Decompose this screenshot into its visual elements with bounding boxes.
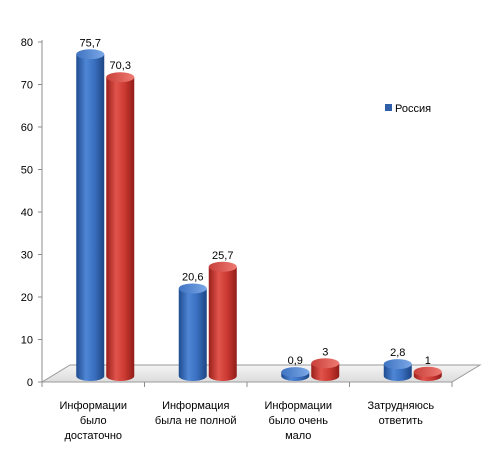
bar-top-blue-2 [281, 367, 310, 378]
labels-layer: 75,7 70,3 Информации было достаточно 20,6 25,7… [59, 37, 434, 442]
y-tick-label: 40 [21, 207, 33, 219]
y-tick-label: 60 [21, 122, 33, 134]
bar-blue-1 [178, 288, 207, 382]
bar-top-red-3 [413, 366, 442, 377]
chart-floor [40, 364, 482, 383]
y-tick-label: 10 [21, 335, 33, 347]
category-label-line: ответить [379, 415, 424, 427]
data-label: 3 [322, 346, 328, 358]
data-label: 75,7 [80, 37, 101, 49]
category-label-line: была не полной [155, 415, 237, 427]
legend: Россия [385, 103, 431, 115]
category-label-line: Информации [59, 400, 127, 412]
y-tick-label: 50 [21, 165, 33, 177]
y-tick-label: 70 [21, 80, 33, 92]
data-label: 25,7 [212, 250, 233, 262]
category-label: Затрудняюсь ответить [367, 400, 434, 427]
y-tick-label: 0 [27, 377, 33, 389]
bar-blue-0 [76, 54, 105, 382]
bar-top-red-0 [106, 72, 135, 83]
category-label-line: Затрудняюсь [367, 400, 434, 412]
bar-top-red-1 [208, 261, 237, 272]
category-label-line: мало [285, 430, 311, 442]
y-tick-label: 30 [21, 250, 33, 262]
category-label-line: было очень [269, 415, 329, 427]
category-label-line: Информация [162, 400, 229, 412]
data-label: 20,6 [182, 271, 203, 283]
category-label-line: достаточно [64, 430, 122, 442]
bar-top-red-2 [311, 358, 340, 369]
bar-red-0 [106, 77, 135, 382]
bars-layer [76, 49, 442, 382]
y-tick-label: 20 [21, 292, 33, 304]
data-label: 0,9 [288, 355, 303, 367]
bar-top-blue-1 [178, 283, 207, 294]
bar-red-1 [208, 266, 237, 382]
bar-top-blue-0 [76, 49, 105, 60]
bar-red-2 [311, 363, 340, 382]
data-label: 2,8 [390, 347, 405, 359]
category-label: Информации было очень мало [264, 400, 332, 442]
category-label: Информация была не полной [155, 400, 237, 427]
bar-top-blue-3 [383, 359, 412, 370]
legend-swatch [385, 104, 392, 111]
category-label-line: Информации [264, 400, 332, 412]
data-label: 70,3 [110, 60, 131, 72]
category-label-line: было [80, 415, 107, 427]
axes-layer: 0 10 20 30 40 50 60 70 80 [21, 37, 482, 389]
data-label: 1 [425, 355, 431, 367]
legend-label: Россия [395, 103, 431, 115]
category-label: Информации было достаточно [59, 400, 127, 442]
y-tick-label: 80 [21, 37, 33, 49]
